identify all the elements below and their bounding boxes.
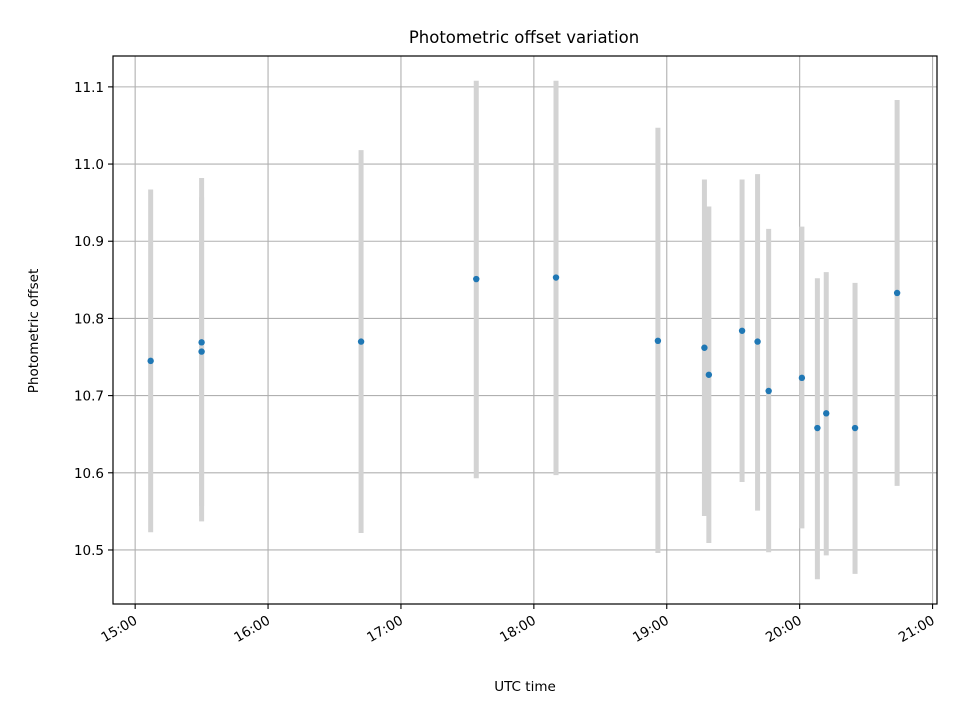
x-tick-label: 18:00: [497, 613, 539, 646]
y-tick-label: 10.9: [74, 234, 104, 250]
error-bars: [148, 80, 900, 580]
x-tick-label: 21:00: [896, 613, 938, 646]
x-tick-label: 17:00: [364, 613, 406, 646]
data-point: [552, 274, 560, 281]
data-point: [473, 275, 480, 283]
data-point: [765, 387, 772, 395]
x-tick-label: 20:00: [763, 613, 805, 646]
grid: [113, 56, 937, 604]
y-tick-label: 10.5: [74, 543, 104, 559]
plot-frame: [112, 55, 938, 605]
y-tick-label: 11.1: [74, 80, 104, 96]
y-axis: 10.5 10.6 10.7 10.8 10.9 11.0 11.1: [74, 80, 113, 559]
data-point: [701, 344, 708, 351]
data-point: [814, 424, 821, 432]
data-point: [654, 337, 662, 345]
data-point: [357, 338, 365, 345]
x-axis: 15:00 16:00 17:00 18:00 19:00 20:00 21:00: [98, 604, 938, 646]
chart-title: Photometric offset variation: [409, 28, 639, 47]
data-points: [147, 274, 901, 432]
data-point: [147, 357, 154, 365]
data-point: [198, 348, 205, 355]
x-tick-label: 15:00: [98, 613, 140, 646]
y-tick-label: 10.8: [74, 311, 104, 327]
data-point: [198, 339, 205, 346]
x-tick-label: 19:00: [630, 613, 672, 646]
data-point: [754, 338, 761, 345]
data-point: [823, 410, 830, 417]
y-tick-label: 11.0: [74, 157, 104, 173]
y-tick-label: 10.6: [74, 466, 104, 482]
x-axis-label: UTC time: [494, 679, 556, 695]
x-tick-label: 16:00: [231, 613, 273, 646]
data-point: [738, 327, 746, 334]
data-point: [893, 289, 901, 297]
data-point: [705, 371, 713, 378]
data-point: [798, 374, 806, 382]
y-axis-label: Photometric offset: [26, 269, 42, 393]
y-tick-label: 10.7: [74, 389, 104, 405]
data-point: [851, 424, 859, 432]
